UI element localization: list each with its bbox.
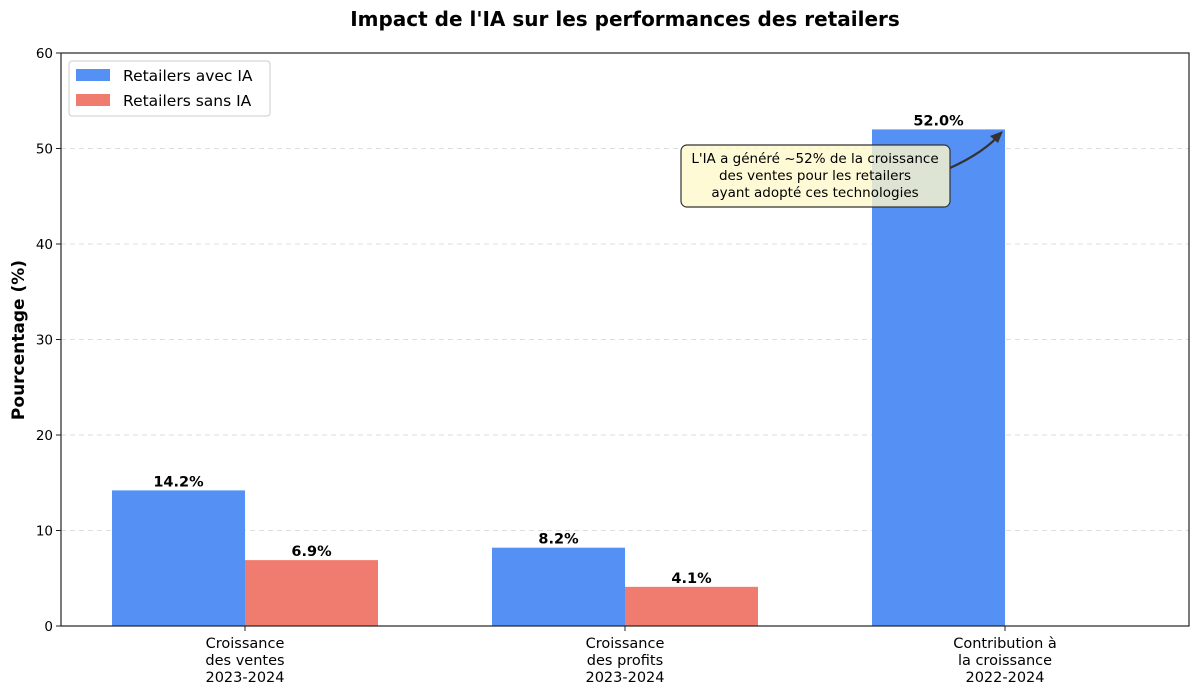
x-tick-label: Croissance [586,636,665,652]
bar-value-label: 14.2% [153,474,204,490]
legend-box [68,60,271,117]
legend-swatch-sans-ia [76,94,110,106]
annotation-line-3: ayant adopté ces technologies [711,185,918,201]
bar-value-label: 8.2% [538,532,579,548]
y-axis-label: Pourcentage (%) [9,260,29,420]
bar-avec-ia [492,547,625,626]
x-tick-label: Contribution à [953,636,1057,652]
bar-sans-ia [625,586,758,626]
bar-avec-ia [112,490,245,626]
annotation-line-2: des ventes pour les retailers [719,168,911,184]
y-tick-label: 20 [36,428,53,444]
chart-title: Impact de l'IA sur les performances des … [350,7,900,31]
legend-swatch-avec-ia [76,69,110,81]
x-tick-label: 2023-2024 [585,670,664,686]
annotation-arrowhead [990,131,1003,143]
x-tick-label: la croissance [958,653,1052,669]
bar-sans-ia [245,560,378,626]
bar-avec-ia [872,129,1005,626]
bar-value-label: 6.9% [291,544,332,560]
annotation: L'IA a généré ~52% de la croissance des … [680,131,1003,208]
y-tick-label: 60 [36,46,53,62]
x-tick-label: 2023-2024 [205,670,284,686]
x-tick-label: Croissance [206,636,285,652]
annotation-line-1: L'IA a généré ~52% de la croissance [691,151,938,167]
y-tick-label: 50 [36,142,53,158]
legend-label-sans-ia: Retailers sans IA [123,92,252,110]
bar-value-label: 4.1% [671,571,712,587]
y-tick-label: 30 [36,333,53,349]
x-tick-label: des ventes [205,653,284,669]
legend-label-avec-ia: Retailers avec IA [123,67,253,85]
legend: Retailers avec IA Retailers sans IA [68,60,271,117]
y-tick-label: 0 [44,619,53,635]
bar-value-label: 52.0% [913,113,964,129]
x-tick-label: 2022-2024 [965,670,1044,686]
y-tick-label: 40 [36,237,53,253]
x-tick-label: des profits [587,653,663,669]
annotation-box [680,144,951,208]
y-tick-label: 10 [36,524,53,540]
